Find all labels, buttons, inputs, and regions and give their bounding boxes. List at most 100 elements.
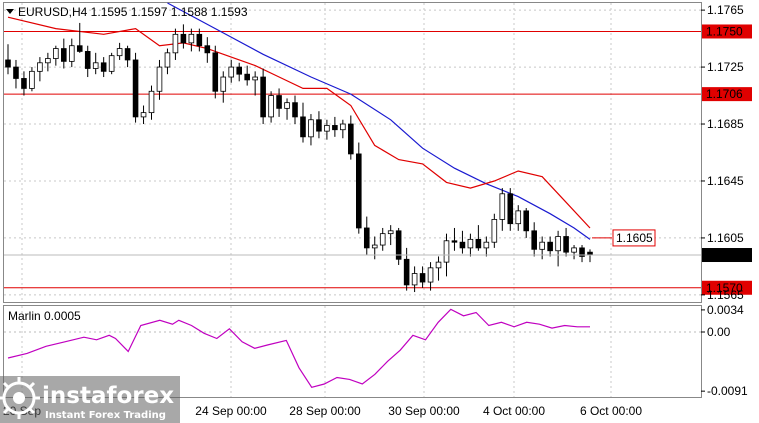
candle [180,24,187,49]
candle-body [427,267,434,283]
candle-body [236,66,242,75]
candle-body [204,45,211,54]
candle [332,116,338,137]
candle-body [180,33,187,44]
candle-body [491,219,498,243]
moving-averages [7,2,591,240]
candle-body [507,193,514,225]
candle [563,227,569,257]
candle-body [395,230,402,260]
candle-body [579,247,585,257]
candle [100,57,107,78]
candle [507,188,514,231]
candle-body [340,123,346,131]
candle-body [68,45,75,62]
candle-body [555,236,561,252]
candle [61,38,67,69]
candle [212,45,219,99]
candle-body [563,236,569,253]
candle-body [371,244,378,249]
price-level-tag [702,87,752,102]
price-level-label: 1.1570 [706,281,743,295]
candle-body [363,227,370,249]
candle [292,95,298,125]
candle-body [244,73,250,81]
oscillator-tick-label: -0.0091 [707,384,748,398]
candle-body [387,230,394,235]
time-tick-label: 4 Oct 00:00 [483,404,545,418]
candle [132,52,139,123]
candle-body [108,55,115,72]
candle [252,71,258,96]
support-resistance-levels: 1.1750 1.1706 1.1570 1.1605 [4,24,752,295]
collapse-triangle-icon[interactable] [6,9,14,14]
candle [124,45,131,68]
candle-body [172,33,179,54]
marked-price-box [612,229,656,247]
time-tick-label: 24 Sep 00:00 [195,404,267,418]
candle-body [53,48,59,59]
candle [188,28,195,52]
candle [37,57,43,82]
candle [411,266,418,293]
candle [531,222,537,257]
oscillator-tick-label: 0.00 [707,325,731,339]
candle-body [284,102,290,109]
candle [435,256,442,281]
candle-body [212,52,219,92]
candle-body [523,210,530,232]
candle-body [356,153,362,229]
candle [363,216,370,256]
price-tick-label: 1.1725 [707,60,744,74]
candle-body [45,58,51,64]
candle-body [116,48,123,57]
candle-body [268,95,274,118]
candle-body [539,241,545,250]
candle [579,245,585,263]
candles [5,22,593,293]
candle-body [571,247,577,253]
candle-body [435,261,442,269]
candle-body [140,112,147,118]
candle [244,65,250,86]
candle-body [348,123,354,155]
candle-body [443,240,450,263]
candle [467,233,474,257]
candle [268,91,274,123]
candle [148,85,155,120]
candle [348,115,354,160]
candle-body [300,116,306,138]
candle-body [76,45,83,52]
candle-body [156,66,163,92]
candle-body [132,59,139,118]
price-level-label: 1.1750 [706,24,743,38]
candle [76,22,83,53]
marlin-line [7,308,590,388]
price-tick-label: 1.1645 [707,174,744,188]
price-level-tag [702,280,752,295]
candle-body [475,238,482,249]
candle-body [13,66,19,79]
candle-body [61,48,67,62]
candle [164,48,171,75]
price-level-label: 1.1706 [706,87,743,101]
candle-body [403,258,410,286]
candle [29,67,35,92]
price-tick-label: 1.1565 [707,288,744,302]
candle [45,52,51,72]
slow-moving-average-line [167,2,591,240]
price-tick-label: 1.1765 [707,3,744,17]
candle-body [308,119,314,138]
candle [156,59,163,100]
instaforex-watermark: instaforex Instant Forex Trading [0,376,180,423]
candle-body [148,90,155,114]
candle-body [124,48,131,61]
candle [13,59,19,89]
candle-body [252,76,258,81]
time-tick-label: 30 Sep 00:00 [388,404,460,418]
candle-body [483,241,490,249]
candle [555,230,561,267]
candle-body [260,76,266,118]
